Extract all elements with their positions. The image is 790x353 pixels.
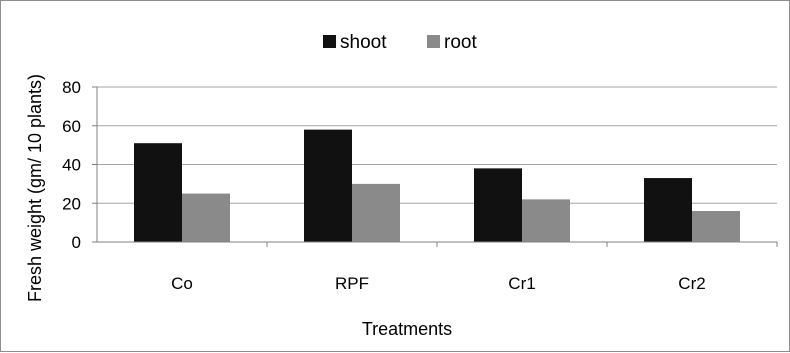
- x-tick-label: Co: [171, 274, 193, 293]
- legend-swatch-shoot: [323, 35, 336, 48]
- x-tick-label: RPF: [335, 274, 369, 293]
- legend-label-root: root: [444, 32, 477, 53]
- bar-shoot-Cr2: [644, 178, 692, 242]
- x-tick-label: Cr2: [678, 274, 705, 293]
- bar-root-Co: [182, 193, 230, 242]
- y-axis-label: Fresh weight (gm/ 10 plants): [25, 74, 45, 302]
- bar-shoot-Co: [134, 143, 182, 242]
- legend: shoot root: [323, 32, 477, 53]
- bar-shoot-Cr1: [474, 168, 522, 242]
- legend-swatch-root: [427, 35, 440, 48]
- y-tick-label: 60: [62, 117, 81, 136]
- y-tick-label: 20: [62, 194, 81, 213]
- axes: [92, 86, 778, 247]
- y-tick-labels: 0 20 40 60 80: [62, 78, 81, 252]
- y-tick-label: 40: [62, 156, 81, 175]
- bar-root-RPF: [352, 183, 400, 242]
- x-axis-label: Treatments: [362, 319, 452, 339]
- x-tick-labels: Co RPF Cr1 Cr2: [171, 274, 706, 293]
- y-tick-label: 0: [72, 233, 81, 252]
- bars: [134, 129, 740, 242]
- x-tick-label: Cr1: [508, 274, 535, 293]
- bar-root-Cr1: [522, 199, 570, 242]
- y-tick-label: 80: [62, 78, 81, 97]
- bar-shoot-RPF: [304, 129, 352, 242]
- bar-root-Cr2: [692, 211, 740, 242]
- legend-label-shoot: shoot: [340, 32, 387, 53]
